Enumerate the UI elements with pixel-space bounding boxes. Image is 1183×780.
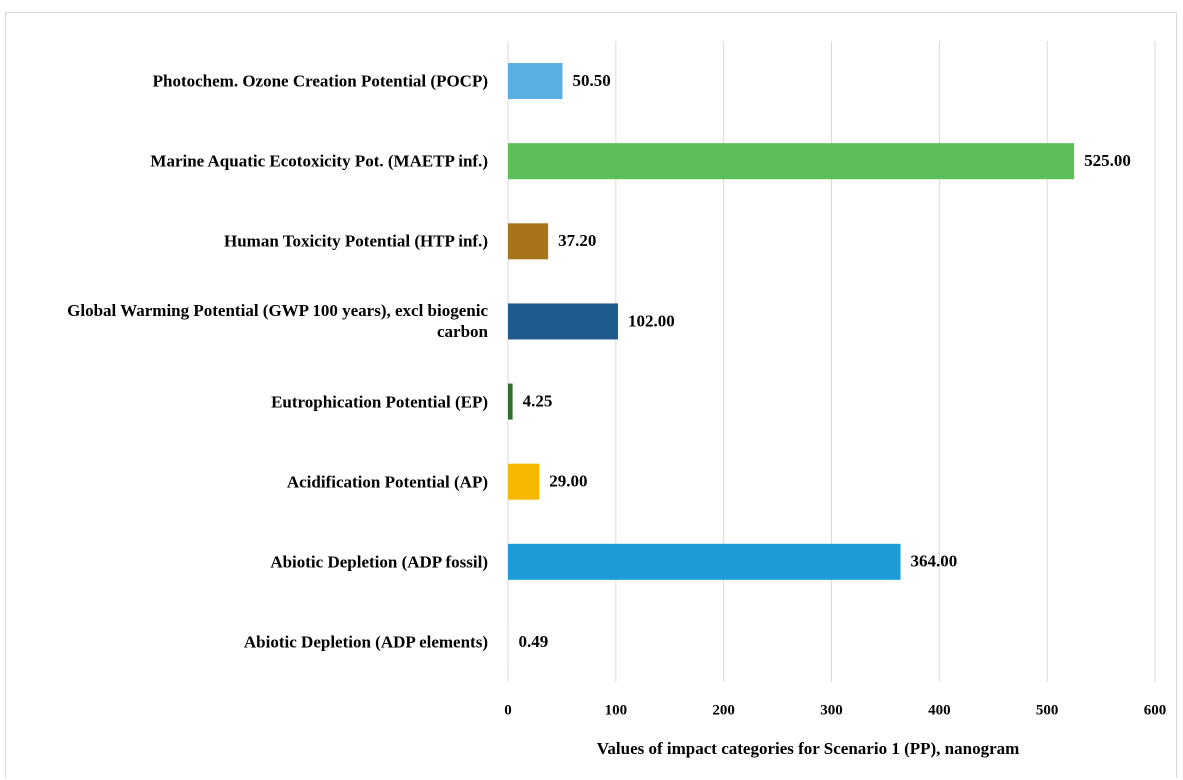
- x-axis-label: Values of impact categories for Scenario…: [597, 739, 1020, 758]
- x-tick-label: 0: [504, 702, 512, 718]
- value-label: 102.00: [628, 311, 675, 330]
- value-label: 4.25: [523, 391, 553, 410]
- x-tick-label: 500: [1036, 702, 1059, 718]
- category-label: Abiotic Depletion (ADP elements): [243, 632, 488, 652]
- category-label: Marine Aquatic Ecotoxicity Pot. (MAETP i…: [150, 151, 488, 171]
- bar: [508, 623, 509, 660]
- x-tick-label: 200: [712, 702, 735, 718]
- bar: [508, 543, 901, 580]
- category-label: Global Warming Potential (GWP 100 years)…: [67, 301, 488, 342]
- x-tick-label: 300: [820, 702, 843, 718]
- bar: [508, 463, 540, 500]
- value-label: 29.00: [549, 472, 587, 491]
- bar: [508, 383, 513, 420]
- value-label: 37.20: [558, 231, 596, 250]
- value-label: 364.00: [911, 552, 958, 571]
- value-label: 0.49: [519, 632, 549, 651]
- x-tick-label: 400: [928, 702, 951, 718]
- category-label: Photochem. Ozone Creation Potential (POC…: [152, 71, 488, 91]
- bar: [508, 223, 549, 260]
- bar: [508, 303, 618, 340]
- category-label: Acidification Potential (AP): [286, 472, 488, 492]
- chart-frame: [5, 12, 1177, 778]
- value-label: 525.00: [1084, 151, 1131, 170]
- category-label: Abiotic Depletion (ADP fossil): [270, 552, 488, 572]
- value-label: 50.50: [572, 71, 610, 90]
- category-label: Human Toxicity Potential (HTP inf.): [224, 231, 488, 251]
- category-label: Eutrophication Potential (EP): [271, 392, 488, 412]
- x-tick-label: 100: [605, 702, 628, 718]
- x-tick-label: 600: [1144, 702, 1167, 718]
- bar: [508, 63, 563, 100]
- bar: [508, 143, 1075, 180]
